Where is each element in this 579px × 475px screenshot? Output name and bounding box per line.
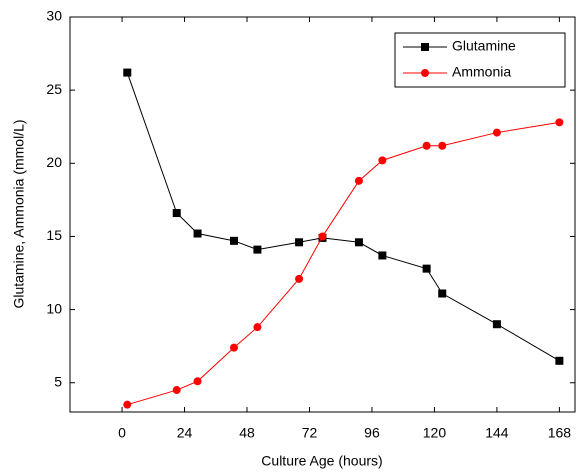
x-tick-label: 0 <box>118 425 126 441</box>
plot-frame <box>69 16 576 413</box>
marker <box>438 289 447 298</box>
marker <box>492 320 501 329</box>
marker <box>172 386 181 395</box>
x-axis-label: Culture Age (hours) <box>261 453 382 469</box>
legend-box <box>394 32 566 88</box>
marker <box>555 118 564 127</box>
marker <box>354 238 363 247</box>
marker <box>229 236 238 245</box>
marker <box>123 68 132 77</box>
marker <box>492 128 501 137</box>
legend-label: Ammonia <box>452 64 511 80</box>
marker <box>422 264 431 273</box>
marker <box>422 141 431 150</box>
x-tick-label: 120 <box>423 425 447 441</box>
marker <box>378 156 387 165</box>
marker <box>295 274 304 283</box>
marker <box>253 323 262 332</box>
x-tick-label: 168 <box>548 425 572 441</box>
marker <box>354 176 363 185</box>
y-tick-label: 20 <box>46 154 62 170</box>
marker <box>295 238 304 247</box>
y-axis-label: Glutamine, Ammonia (mmol/L) <box>11 119 27 308</box>
x-tick-label: 24 <box>177 425 193 441</box>
series-line <box>126 72 560 362</box>
y-tick-label: 10 <box>46 300 62 316</box>
series-line <box>127 121 560 406</box>
y-tick-label: 25 <box>46 81 62 97</box>
marker <box>172 209 181 218</box>
marker <box>193 377 202 386</box>
marker <box>193 229 202 238</box>
marker <box>253 245 262 254</box>
y-tick-label: 15 <box>46 227 62 243</box>
marker <box>378 251 387 260</box>
legend-label: Glutamine <box>452 38 516 54</box>
y-tick-label: 30 <box>46 8 62 24</box>
legend-marker <box>421 43 429 51</box>
marker <box>229 343 238 352</box>
x-tick-label: 96 <box>364 425 380 441</box>
x-tick-label: 144 <box>485 425 509 441</box>
marker <box>438 141 447 150</box>
marker <box>555 356 564 365</box>
x-tick-label: 48 <box>239 425 255 441</box>
y-tick-label: 5 <box>54 373 62 389</box>
legend-marker <box>421 69 429 77</box>
x-tick-label: 72 <box>302 425 318 441</box>
marker <box>123 400 132 409</box>
marker <box>318 232 327 241</box>
